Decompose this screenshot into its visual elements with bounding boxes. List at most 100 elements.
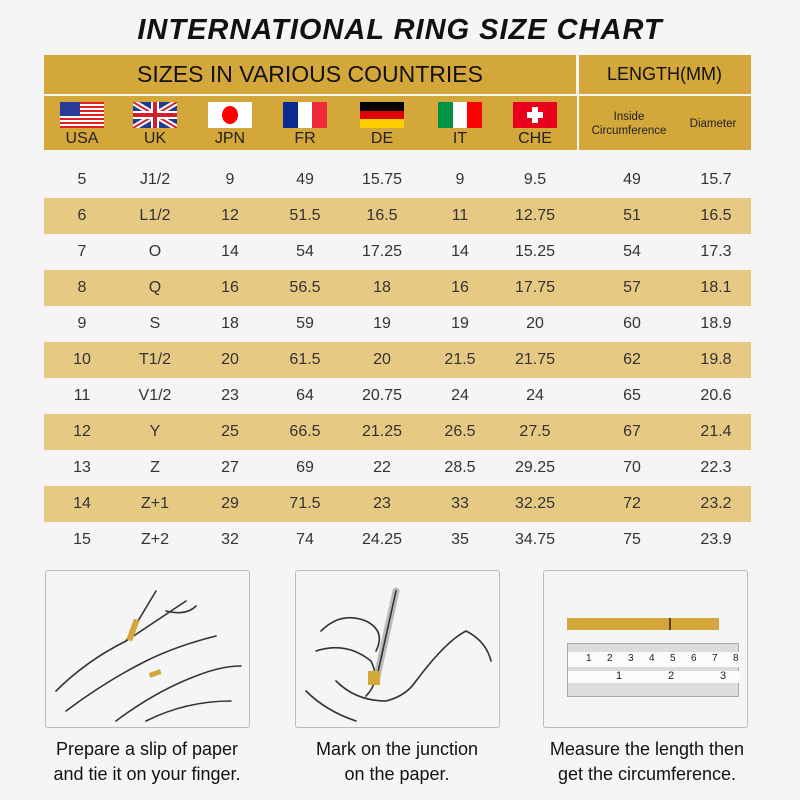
table-cell: 20 [526, 315, 544, 332]
table-cell: 59 [296, 315, 314, 332]
table-cell: 19 [373, 315, 391, 332]
table-cell: 61.5 [289, 351, 321, 368]
table-cell: 49 [623, 171, 641, 188]
ruler-cm-label: 5 [670, 653, 676, 664]
table-cell: 9 [77, 315, 87, 332]
table-cell: 18 [373, 279, 391, 296]
diameter-label: Diameter [689, 118, 737, 130]
ruler-cm-label: 3 [628, 653, 634, 664]
ruler-cm-label: 4 [649, 653, 655, 664]
table-cell: S [149, 315, 161, 332]
step-2-caption: Mark on the junction on the paper. [267, 737, 527, 787]
table-cell: 14 [221, 243, 239, 260]
table-cell: 19 [451, 315, 469, 332]
table-cell: 5 [77, 171, 87, 188]
japan-flag-icon [208, 102, 252, 128]
table-cell: 15.25 [514, 243, 556, 260]
table-cell: 17.75 [514, 279, 556, 296]
table-cell: 27.5 [519, 423, 551, 440]
uk-flag-icon [133, 102, 177, 128]
table-cell: 23.9 [700, 531, 732, 548]
table-cell: 27 [221, 459, 239, 476]
table-cell: 9 [455, 171, 465, 188]
switzerland-flag-icon [513, 102, 557, 128]
table-cell: L1/2 [139, 207, 171, 224]
table-cell: 74 [296, 531, 314, 548]
italy-flag-icon [438, 102, 482, 128]
country-label: CHE [518, 130, 552, 147]
table-cell: J1/2 [139, 171, 171, 188]
table-cell: 25 [221, 423, 239, 440]
table-row: 7 O 14 54 17.25 14 15.25 54 17.3 [44, 234, 751, 270]
table-cell: 23 [373, 495, 391, 512]
table-cell: V1/2 [138, 387, 172, 404]
table-cell: 16.5 [366, 207, 398, 224]
page-title: INTERNATIONAL RING SIZE CHART [137, 14, 663, 46]
ruler-cm-label: 8 [733, 653, 739, 664]
step-2-illustration [295, 570, 500, 728]
table-cell: 8 [77, 279, 87, 296]
table-cell: 24 [526, 387, 544, 404]
countries-title: SIZES IN VARIOUS COUNTRIES [44, 55, 578, 96]
ruler-cm-label: 6 [691, 653, 697, 664]
usa-flag-icon [60, 102, 104, 128]
table-cell: 24 [451, 387, 469, 404]
table-cell: 22 [373, 459, 391, 476]
caption-line: and tie it on your finger. [53, 764, 241, 784]
country-label: UK [143, 130, 167, 147]
table-cell: 60 [623, 315, 641, 332]
table-cell: 17.3 [700, 243, 732, 260]
table-cell: 26.5 [444, 423, 476, 440]
table-cell: Y [149, 423, 161, 440]
table-cell: 19.8 [700, 351, 732, 368]
table-cell: 12 [73, 423, 91, 440]
germany-flag-icon [360, 102, 404, 128]
table-cell: 21.25 [361, 423, 403, 440]
ruler-cm-label: 2 [607, 653, 613, 664]
table-cell: 64 [296, 387, 314, 404]
caption-line: on the paper. [344, 764, 450, 784]
inside-circumference-label: Inside Circumference [592, 110, 667, 138]
table-row: 10 T1/2 20 61.5 20 21.5 21.75 62 19.8 [44, 342, 751, 378]
table-cell: 51.5 [289, 207, 321, 224]
table-cell: 66.5 [289, 423, 321, 440]
caption-line: get the circumference. [557, 764, 737, 784]
table-cell: 11 [451, 207, 469, 224]
table-cell: 14 [451, 243, 469, 260]
table-cell: 16.5 [700, 207, 732, 224]
table-cell: 28.5 [444, 459, 476, 476]
table-cell: 29.25 [514, 459, 556, 476]
step-3-caption: Measure the length then get the circumfer… [517, 737, 777, 787]
circumference-text: Circumference [591, 125, 667, 137]
table-cell: 70 [623, 459, 641, 476]
table-cell: 15.75 [361, 171, 403, 188]
country-label: USA [65, 130, 99, 147]
table-cell: 9.5 [523, 171, 547, 188]
table-cell: 18.9 [700, 315, 732, 332]
table-cell: 32.25 [514, 495, 556, 512]
ruler-cm-label: 7 [712, 653, 718, 664]
table-cell: 56.5 [289, 279, 321, 296]
table-cell: 65 [623, 387, 641, 404]
country-label: FR [294, 130, 316, 147]
table-row: 12 Y 25 66.5 21.25 26.5 27.5 67 21.4 [44, 414, 751, 450]
country-label: IT [452, 130, 468, 147]
table-cell: 14 [73, 495, 91, 512]
table-cell: Z+1 [140, 495, 170, 512]
table-cell: 72 [623, 495, 641, 512]
table-cell: 11 [73, 387, 91, 404]
ruler-inch-label: 2 [668, 670, 675, 682]
table-cell: 16 [451, 279, 469, 296]
table-cell: 20.6 [700, 387, 732, 404]
step-1-illustration [45, 570, 250, 728]
table-cell: 67 [623, 423, 641, 440]
caption-line: Measure the length then [549, 739, 745, 759]
table-row: 6 L1/2 12 51.5 16.5 11 12.75 51 16.5 [44, 198, 751, 234]
table-cell: 69 [296, 459, 314, 476]
hand-marking-paper-icon [305, 587, 492, 722]
inside-text: Inside [613, 111, 645, 123]
table-cell: 21.5 [444, 351, 476, 368]
table-cell: 54 [623, 243, 641, 260]
country-label: JPN [214, 130, 246, 147]
